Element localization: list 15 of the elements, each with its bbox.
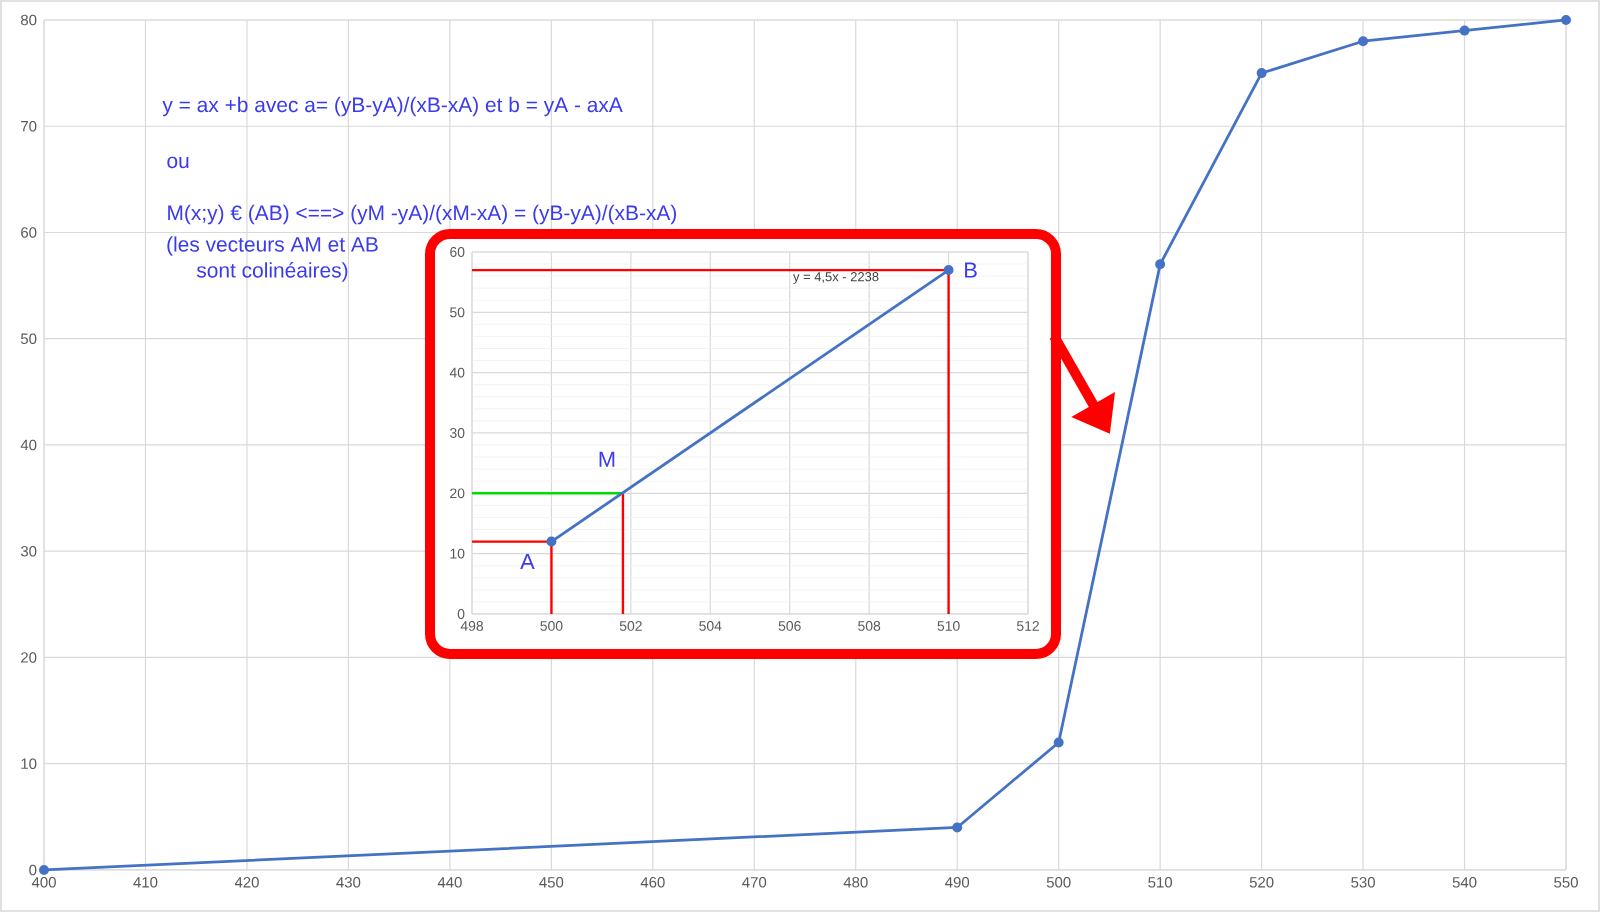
point <box>1053 737 1064 748</box>
point <box>1155 259 1166 270</box>
point <box>1256 68 1267 79</box>
annotation: B <box>965 262 977 278</box>
point <box>1358 36 1369 47</box>
annotation: (les vecteurs AM et AB sont colinéaires) <box>167 236 378 282</box>
point <box>1561 14 1571 25</box>
annotation: ou <box>167 156 189 169</box>
point <box>952 822 963 833</box>
point <box>39 864 50 875</box>
annotation: M(x;y) € (AB) <==> (yM -yA)/(xM-xA) = (yB-yA)/(xB-xA) <box>168 204 677 225</box>
annotation: y = ax +b avec a= (yB-yA)/(xB-xA) et b = yA - axA <box>162 96 623 117</box>
annotation: A <box>520 554 535 570</box>
annotation: M <box>599 451 615 467</box>
point <box>1459 25 1470 36</box>
